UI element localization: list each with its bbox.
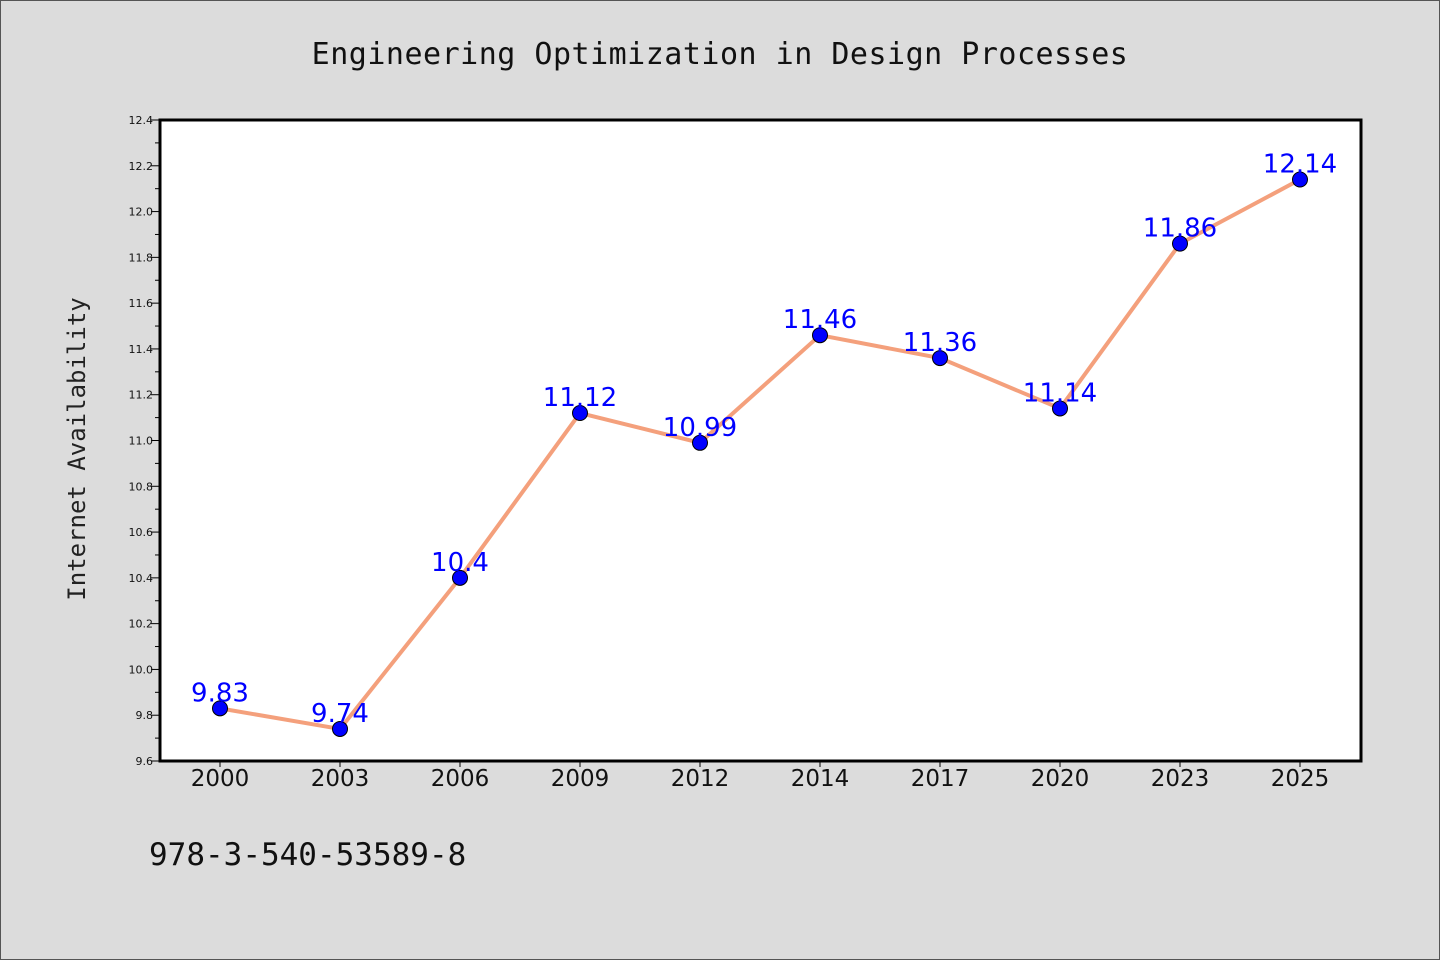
- y-tick-label: 11.2: [129, 389, 154, 402]
- x-tick-label: 2006: [431, 766, 490, 792]
- data-label: 11.14: [1023, 378, 1097, 408]
- y-tick-label: 9.6: [136, 755, 154, 768]
- data-point: [452, 569, 468, 586]
- y-tick-label: 10.6: [129, 526, 154, 539]
- y-tick-label: 12.0: [129, 206, 154, 219]
- x-axis: 2000 2003 2006 2009 2012 2014 2017 2020 2023 2025: [191, 761, 1330, 792]
- y-tick-label: 11.8: [129, 251, 154, 264]
- x-tick-label: 2003: [311, 766, 370, 792]
- y-tick-label: 9.8: [136, 709, 154, 722]
- data-label: 11.46: [783, 305, 857, 335]
- data-label-group: 9.83 9.74 10.4 11.12 10.99 11.46 11.36 11.14 11.…: [191, 150, 1337, 729]
- data-point: [812, 327, 828, 344]
- data-label: 11.86: [1143, 214, 1217, 244]
- data-point: [572, 405, 588, 422]
- x-tick-label: 2020: [1031, 766, 1090, 792]
- y-tick-label: 11.0: [129, 435, 154, 448]
- y-tick-label: 12.4: [129, 114, 154, 127]
- chart-title: Engineering Optimization in Design Proce…: [312, 37, 1129, 72]
- x-tick-label: 2012: [671, 766, 730, 792]
- data-point: [1292, 171, 1308, 188]
- y-tick-label: 10.4: [129, 572, 154, 585]
- y-axis: 9.6 9.8 10.0 10.2 10.4 10.6 10.8 11.0 11.2 11.4 11…: [129, 114, 160, 768]
- series-line: [218, 177, 1302, 731]
- y-axis-label: Internet Availability: [63, 297, 91, 600]
- footer-code: 978-3-540-53589-8: [149, 837, 466, 873]
- data-label: 9.74: [311, 699, 369, 729]
- data-label: 9.83: [191, 678, 249, 708]
- x-tick-label: 2017: [911, 766, 970, 792]
- x-tick-label: 2000: [191, 766, 250, 792]
- data-point: [332, 720, 348, 737]
- y-tick-label: 11.6: [129, 297, 154, 310]
- data-label: 10.4: [431, 548, 489, 578]
- data-label: 12.14: [1263, 150, 1337, 180]
- data-label: 11.12: [543, 383, 617, 413]
- x-tick-label: 2014: [791, 766, 850, 792]
- y-tick-label: 11.4: [129, 343, 154, 356]
- series-line-group: [218, 177, 1302, 731]
- y-tick-label: 10.2: [129, 618, 154, 631]
- data-point: [932, 350, 948, 367]
- data-points: [212, 171, 1308, 737]
- data-point: [1172, 235, 1188, 252]
- y-tick-label: 10.0: [129, 663, 154, 676]
- plot-area: [158, 118, 1363, 763]
- data-point: [692, 434, 708, 451]
- data-point: [212, 700, 228, 717]
- y-tick-label: 12.2: [129, 160, 154, 173]
- data-label: 11.36: [903, 328, 977, 358]
- data-point: [1052, 400, 1068, 417]
- data-label: 10.99: [663, 413, 737, 443]
- y-tick-label: 10.8: [129, 480, 154, 493]
- x-tick-label: 2023: [1151, 766, 1210, 792]
- x-tick-label: 2025: [1271, 766, 1330, 792]
- x-tick-label: 2009: [551, 766, 610, 792]
